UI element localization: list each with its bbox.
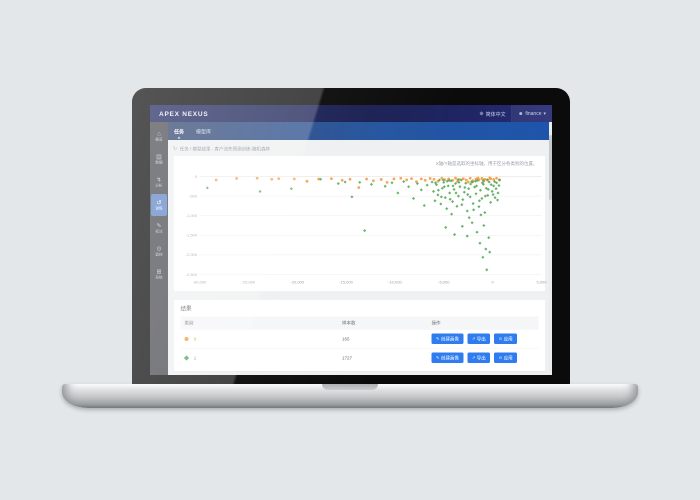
app-logo: APEX NEXUS	[159, 109, 209, 118]
svg-text:-2,500: -2,500	[186, 272, 198, 277]
sidebar: ⌂ 概览 ▤ 数据 ↯ 分析 ↺ 训练 ✎ 标注	[150, 122, 168, 375]
globe-icon: ⊕	[479, 110, 484, 117]
svg-text:-1,500: -1,500	[186, 233, 198, 238]
language-switcher[interactable]: ⊕ 简体中文	[473, 105, 511, 122]
button-label: 导出	[476, 355, 486, 361]
svg-text:5,000: 5,000	[536, 280, 546, 285]
training-icon: ↺	[156, 199, 162, 206]
button-label: 导出	[476, 336, 486, 342]
user-icon: ☻	[518, 110, 524, 117]
results-title: 结果	[180, 306, 192, 312]
table-row: 1 1727 ✎ 创建画像	[180, 348, 539, 367]
laptop-screen: APEX NEXUS ⊕ 简体中文 ☻ finance ▾ ⌂ 概览	[150, 105, 552, 375]
column-header-class: 类别	[180, 316, 339, 330]
svg-text:-1,000: -1,000	[186, 213, 198, 218]
chevron-down-icon: ▾	[543, 110, 546, 117]
row-actions: ✎ 创建画像 ↗ 导出	[431, 352, 535, 363]
tab-model-library[interactable]: 模型库	[196, 129, 211, 135]
create-profile-button[interactable]: ✎ 创建画像	[431, 333, 464, 344]
apply-button[interactable]: ⊙ 应用	[494, 352, 518, 363]
export-button[interactable]: ↗ 导出	[467, 333, 491, 344]
button-label: 创建画像	[440, 355, 459, 361]
edit-icon: ✎	[156, 222, 162, 229]
tab-tasks[interactable]: 任务	[168, 122, 190, 140]
svg-text:-25,000: -25,000	[242, 280, 256, 285]
sidebar-item-analysis[interactable]: ↯ 分析	[151, 171, 167, 193]
sidebar-item-label: 监控	[155, 252, 163, 257]
apply-button[interactable]: ⊙ 应用	[494, 333, 518, 344]
content-area: ↻ 任务 / 模型结果 - 客户流失预测训练-随机森林 X轴/Y轴是选取的坐标轴…	[168, 140, 552, 375]
svg-text:-5,000: -5,000	[438, 280, 450, 285]
scrollbar-thumb[interactable]	[549, 135, 552, 200]
class-0-circle-icon	[184, 336, 189, 341]
scatter-chart: 0 -500 -1,000 -1,500 -2,000 -2,500 -30,000 -25,…	[186, 174, 547, 285]
main-row: ⌂ 概览 ▤ 数据 ↯ 分析 ↺ 训练 ✎ 标注	[150, 122, 552, 375]
scrollbar-track[interactable]	[549, 122, 552, 375]
analytics-icon: ↯	[156, 176, 162, 183]
sidebar-item-system[interactable]: ⊞ 系统	[151, 263, 167, 285]
home-icon: ⌂	[157, 130, 161, 137]
sidebar-item-label: 训练	[155, 206, 163, 211]
row-actions: ✎ 创建画像 ↗ 导出	[431, 333, 535, 344]
svg-text:-20,000: -20,000	[290, 280, 304, 285]
top-navigation: 任务 模型库	[168, 122, 552, 140]
right-column: 任务 模型库 ↻ 任务 / 模型结果 - 客户流失预测训练-随机森林 X轴/Y轴…	[168, 122, 552, 375]
sample-count: 1727	[338, 348, 428, 367]
refresh-icon[interactable]: ↻	[173, 145, 178, 152]
language-label: 简体中文	[485, 111, 506, 118]
sidebar-item-data[interactable]: ▤ 数据	[151, 148, 167, 170]
class-label: 0	[193, 336, 197, 342]
sidebar-item-label: 分析	[155, 183, 163, 188]
class-1-diamond-icon	[183, 355, 190, 361]
svg-text:-2,000: -2,000	[186, 252, 198, 257]
chart-card: X轴/Y轴是选取的坐标轴，用于区分各类别的位置。 0 -500 -1,000 -1,5…	[173, 155, 547, 292]
pencil-icon: ✎	[436, 355, 440, 360]
create-profile-button[interactable]: ✎ 创建画像	[431, 352, 464, 363]
pagination-dots: ····	[173, 372, 546, 376]
database-icon: ▤	[156, 153, 162, 160]
sidebar-item-monitor[interactable]: ⊙ 监控	[151, 240, 167, 262]
system-icon: ⊞	[156, 268, 162, 275]
svg-text:-500: -500	[189, 193, 198, 198]
username-label: finance	[525, 110, 542, 117]
class-label: 1	[193, 355, 197, 361]
app-window: APEX NEXUS ⊕ 简体中文 ☻ finance ▾ ⌂ 概览	[150, 105, 552, 375]
column-header-count: 样本数	[338, 316, 428, 330]
svg-text:0: 0	[195, 174, 198, 179]
export-icon: ↗	[471, 336, 476, 341]
svg-text:-30,000: -30,000	[193, 280, 207, 285]
sidebar-item-label: 数据	[155, 160, 163, 165]
sample-count: 165	[338, 329, 428, 349]
sidebar-item-label: 标注	[155, 229, 163, 234]
sidebar-item-annotate[interactable]: ✎ 标注	[151, 217, 167, 239]
apply-icon: ⊙	[498, 355, 503, 360]
svg-text:-15,000: -15,000	[339, 280, 353, 285]
column-header-actions: 操作	[427, 316, 539, 330]
table-row: 0 165 ✎ 创建画像	[180, 329, 539, 349]
laptop-notch	[322, 384, 378, 390]
apply-icon: ⊙	[498, 336, 503, 341]
chart-note: X轴/Y轴是选取的坐标轴，用于区分各类别的位置。	[435, 161, 538, 166]
sidebar-item-training[interactable]: ↺ 训练	[151, 194, 167, 216]
svg-text:-10,000: -10,000	[388, 280, 402, 285]
sidebar-item-label: 系统	[155, 275, 163, 280]
app-header: APEX NEXUS ⊕ 简体中文 ☻ finance ▾	[150, 105, 552, 122]
button-label: 创建画像	[440, 336, 459, 342]
header-right: ⊕ 简体中文 ☻ finance ▾	[473, 105, 552, 122]
button-label: 应用	[503, 336, 513, 342]
user-menu[interactable]: ☻ finance ▾	[511, 105, 552, 122]
monitor-icon: ⊙	[156, 245, 162, 252]
export-icon: ↗	[471, 355, 476, 360]
breadcrumb: ↻ 任务 / 模型结果 - 客户流失预测训练-随机森林	[173, 144, 546, 153]
pencil-icon: ✎	[436, 336, 440, 341]
export-button[interactable]: ↗ 导出	[467, 352, 491, 363]
button-label: 应用	[503, 355, 513, 361]
results-table: 类别 样本数 操作 0	[180, 316, 539, 367]
sidebar-item-label: 概览	[155, 137, 163, 142]
sidebar-item-overview[interactable]: ⌂ 概览	[151, 125, 167, 147]
breadcrumb-text[interactable]: 任务 / 模型结果 - 客户流失预测训练-随机森林	[179, 146, 270, 152]
results-card: 结果 类别 样本数 操作	[173, 299, 546, 372]
svg-text:0: 0	[492, 280, 495, 285]
table-header-row: 类别 样本数 操作	[180, 316, 539, 330]
